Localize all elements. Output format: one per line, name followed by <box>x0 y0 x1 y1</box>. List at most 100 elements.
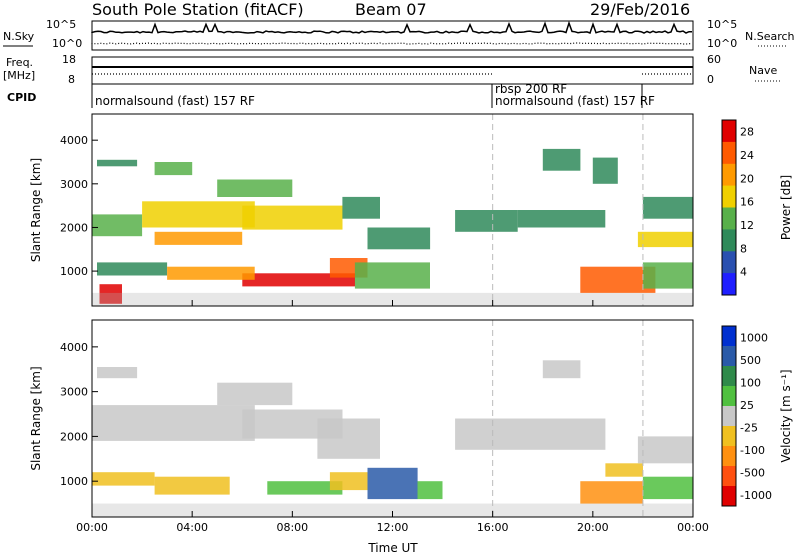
cpid-panel: CPID normalsound (fast) 157 RF rbsp 200 … <box>7 82 655 108</box>
velocity-colorbar-tick: -100 <box>740 444 765 457</box>
cpid-label: CPID <box>7 91 36 104</box>
velocity-echo-region-8 <box>317 418 380 459</box>
power-colorbar-tick: 4 <box>740 266 747 279</box>
velocity-colorbar-swatch <box>722 366 736 387</box>
velocity-colorbar-tick: 1000 <box>740 331 768 344</box>
velocity-echo-region-1 <box>97 367 138 379</box>
power-colorbar-label: Power [dB] <box>779 175 793 240</box>
velocity-colorbar-swatch <box>722 426 736 447</box>
power-echo-region-2 <box>92 214 143 237</box>
xtick-label: 20:00 <box>577 521 609 534</box>
velocity-echo-region-11 <box>417 481 443 500</box>
power-ytick-label: 4000 <box>60 134 88 147</box>
nsky-label: N.Sky <box>3 30 35 43</box>
power-echo-region-6 <box>142 201 255 228</box>
power-echo-region-16 <box>455 210 518 232</box>
power-colorbar-swatch <box>722 273 736 296</box>
velocity-colorbar-swatch <box>722 386 736 407</box>
velocity-echo-region-12 <box>455 418 606 450</box>
velocity-echo-region-10 <box>367 467 418 500</box>
power-echo-region-10 <box>242 273 355 287</box>
velocity-colorbar-tick: -25 <box>740 421 758 434</box>
velocity-colorbar-label: Velocity [m s⁻¹] <box>779 369 793 462</box>
power-echo-region-21 <box>637 231 693 248</box>
power-colorbar-tick: 12 <box>740 219 754 232</box>
xtick-label: 04:00 <box>176 521 208 534</box>
velocity-panel: 1000 2000 3000 4000 00:00 04:00 08:00 12:00 16:0… <box>29 319 793 534</box>
nave-label: Nave <box>749 64 777 77</box>
cpid-segment-3: normalsound (fast) 157 RF <box>495 94 655 108</box>
xtick-label: 00:00 <box>677 521 709 534</box>
power-echo-region-22 <box>642 196 693 219</box>
velocity-colorbar-tick: 500 <box>740 354 761 367</box>
freq-label-1: Freq. <box>6 56 33 69</box>
power-colorbar-tick: 8 <box>740 242 747 255</box>
velocity-ytick-label: 4000 <box>60 341 88 354</box>
velocity-colorbar-tick: -1000 <box>740 489 772 502</box>
power-colorbar-tick: 20 <box>740 172 754 185</box>
power-echo-region-5 <box>154 162 193 176</box>
power-panel: 1000 2000 3000 4000 Slant Range [km] 4 8 12 16 20… <box>29 113 793 307</box>
power-near-range-scatter <box>92 292 693 307</box>
power-echo-region-7 <box>154 231 243 245</box>
power-colorbar-swatch <box>722 251 736 274</box>
velocity-echo-region-13 <box>542 360 581 379</box>
velocity-colorbar-tick: -500 <box>740 466 765 479</box>
velocity-colorbar-swatch <box>722 406 736 427</box>
power-colorbar-swatch <box>722 141 736 165</box>
velocity-echo-region-9 <box>329 472 368 491</box>
freq-tick-high: 18 <box>62 53 76 66</box>
xtick-label: 00:00 <box>76 521 108 534</box>
cpid-segment-2: rbsp 200 RF <box>495 82 567 96</box>
velocity-colorbar-swatch <box>722 486 736 507</box>
power-echo-region-14 <box>367 227 431 250</box>
power-colorbar-tick: 28 <box>740 126 754 139</box>
power-colorbar-frame <box>721 119 737 296</box>
velocity-y-axis-label: Slant Range [km] <box>29 366 43 470</box>
power-colorbar-swatch <box>722 185 736 208</box>
power-colorbar-swatch <box>722 229 736 252</box>
velocity-echo-region-16 <box>637 436 693 464</box>
beam-label: Beam 07 <box>355 0 427 19</box>
nsearch-trace <box>91 42 693 45</box>
power-y-axis-label: Slant Range [km] <box>29 158 43 262</box>
power-ytick-label: 1000 <box>60 265 88 278</box>
nsearch-label: N.Search <box>745 30 795 43</box>
power-echo-region-8 <box>217 179 293 197</box>
velocity-echo-region-2 <box>92 405 255 441</box>
velocity-echo-region-17 <box>642 476 693 500</box>
station-title: South Pole Station (fitACF) <box>92 0 304 19</box>
freq-panel: Freq. [MHz] Nave 18 8 60 0 <box>3 53 780 86</box>
power-echo-region-1 <box>97 159 138 167</box>
freq-panel-frame <box>91 56 694 85</box>
velocity-colorbar-frame <box>721 325 737 507</box>
velocity-colorbar-swatch <box>722 326 736 347</box>
velocity-ytick-label: 2000 <box>60 430 88 443</box>
noise-panel: N.Sky N.Search 10^5 10^0 10^5 10^0 <box>3 18 795 51</box>
freq-tick-low: 8 <box>68 73 75 86</box>
velocity-ytick-label: 3000 <box>60 386 88 399</box>
xtick-label: 12:00 <box>377 521 409 534</box>
power-echo-region-11 <box>167 266 255 280</box>
noise-panel-frame <box>91 20 694 51</box>
power-colorbar-tick: 16 <box>740 196 754 209</box>
power-colorbar-swatch <box>722 207 736 230</box>
power-echo-region-13 <box>354 262 430 289</box>
nsky-tick-low: 10^0 <box>52 37 82 50</box>
nsky-tick-high: 10^5 <box>46 18 76 31</box>
cpid-segment-1: normalsound (fast) 157 RF <box>95 94 255 108</box>
power-echo-region-19 <box>592 157 618 184</box>
nsearch-tick-high: 10^5 <box>707 18 737 31</box>
velocity-colorbar-swatch <box>722 346 736 367</box>
velocity-echo-region-7 <box>267 481 343 495</box>
power-echo-region-3 <box>97 262 168 276</box>
velocity-colorbar-tick: 25 <box>740 399 754 412</box>
nave-tick-low: 0 <box>707 73 714 86</box>
velocity-echo-region-3 <box>92 472 155 486</box>
velocity-echo-region-5 <box>217 382 293 406</box>
power-echo-region-18 <box>542 148 581 171</box>
power-echo-region-15 <box>342 196 380 219</box>
power-echo-region-4 <box>99 284 122 304</box>
power-echo-region-17 <box>517 210 606 228</box>
